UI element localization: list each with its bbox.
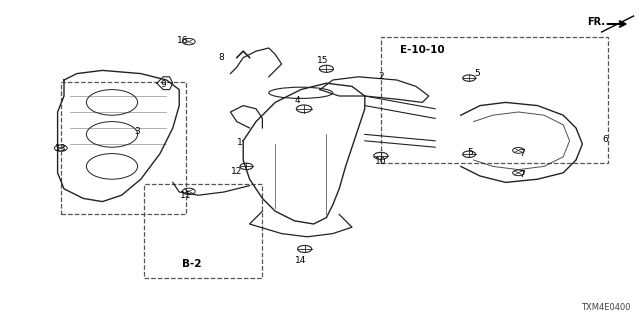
Text: 13: 13 <box>55 144 67 153</box>
Text: 11: 11 <box>180 191 191 200</box>
Text: 5: 5 <box>474 69 479 78</box>
Text: 2: 2 <box>378 72 383 81</box>
Text: 5: 5 <box>468 148 473 156</box>
Text: 16: 16 <box>177 36 188 44</box>
Text: TXM4E0400: TXM4E0400 <box>581 303 630 312</box>
Text: 7: 7 <box>519 170 524 179</box>
Text: FR.: FR. <box>587 17 605 28</box>
Text: E-10-10: E-10-10 <box>400 44 445 55</box>
Text: 6: 6 <box>602 135 607 144</box>
Text: 14: 14 <box>295 256 307 265</box>
Text: 12: 12 <box>231 167 243 176</box>
Text: 1: 1 <box>237 138 243 147</box>
Text: 10: 10 <box>375 157 387 166</box>
Text: 4: 4 <box>295 96 300 105</box>
Text: 7: 7 <box>519 149 524 158</box>
Text: 9: 9 <box>161 80 166 89</box>
Text: 3: 3 <box>135 127 140 136</box>
Text: 8: 8 <box>218 53 223 62</box>
Text: B-2: B-2 <box>182 259 202 269</box>
Text: 15: 15 <box>317 56 329 65</box>
